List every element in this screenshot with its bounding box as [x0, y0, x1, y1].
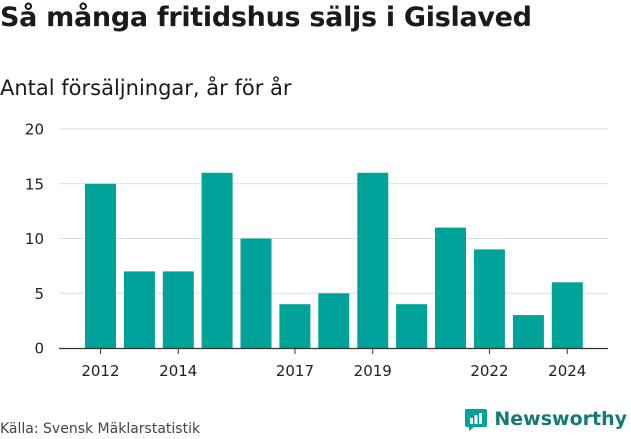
- x-tick-label: 2017: [276, 362, 314, 380]
- bar-chart: 0 5 10 15 20 2012 2014 2017 2019 2022 2024: [25, 121, 608, 380]
- y-axis-ticks: 0 5 10 15 20: [25, 121, 44, 358]
- chart-subtitle: Antal försäljningar, år för år: [0, 76, 292, 100]
- bar-2012: [85, 183, 116, 349]
- y-tick-label: 0: [34, 340, 44, 358]
- y-tick-label: 20: [25, 121, 44, 139]
- x-tick-label: 2022: [470, 362, 508, 380]
- newsworthy-logo-icon: [465, 409, 488, 431]
- x-tick-label: 2019: [354, 362, 392, 380]
- bar-2015: [201, 172, 233, 348]
- bars: [85, 172, 583, 349]
- gridlines: [59, 128, 608, 294]
- bar-2017: [279, 304, 311, 348]
- bar-2020: [396, 304, 428, 348]
- bar-2021: [435, 227, 466, 348]
- bar-2022: [473, 249, 505, 348]
- bar-2019: [357, 172, 389, 348]
- bar-2023: [512, 315, 544, 348]
- x-tick-label: 2012: [81, 362, 119, 380]
- x-axis-ticks: 2012 2014 2017 2019 2022 2024: [81, 348, 586, 380]
- chart-title: Så många fritidshus säljs i Gislaved: [0, 2, 532, 33]
- y-tick-label: 15: [25, 175, 44, 193]
- brand-name: Newsworthy: [494, 408, 627, 430]
- source-note: Källa: Svensk Mäklarstatistik: [0, 421, 201, 437]
- brand-logo: Newsworthy: [463, 406, 627, 432]
- y-tick-label: 5: [34, 285, 44, 303]
- bar-2024: [551, 282, 583, 348]
- bar-2016: [240, 238, 272, 348]
- bar-2013: [123, 271, 155, 348]
- x-tick-label: 2014: [159, 362, 197, 380]
- bar-2014: [162, 271, 194, 348]
- x-tick-label: 2024: [548, 362, 586, 380]
- bar-2018: [318, 293, 350, 349]
- y-tick-label: 10: [25, 230, 44, 248]
